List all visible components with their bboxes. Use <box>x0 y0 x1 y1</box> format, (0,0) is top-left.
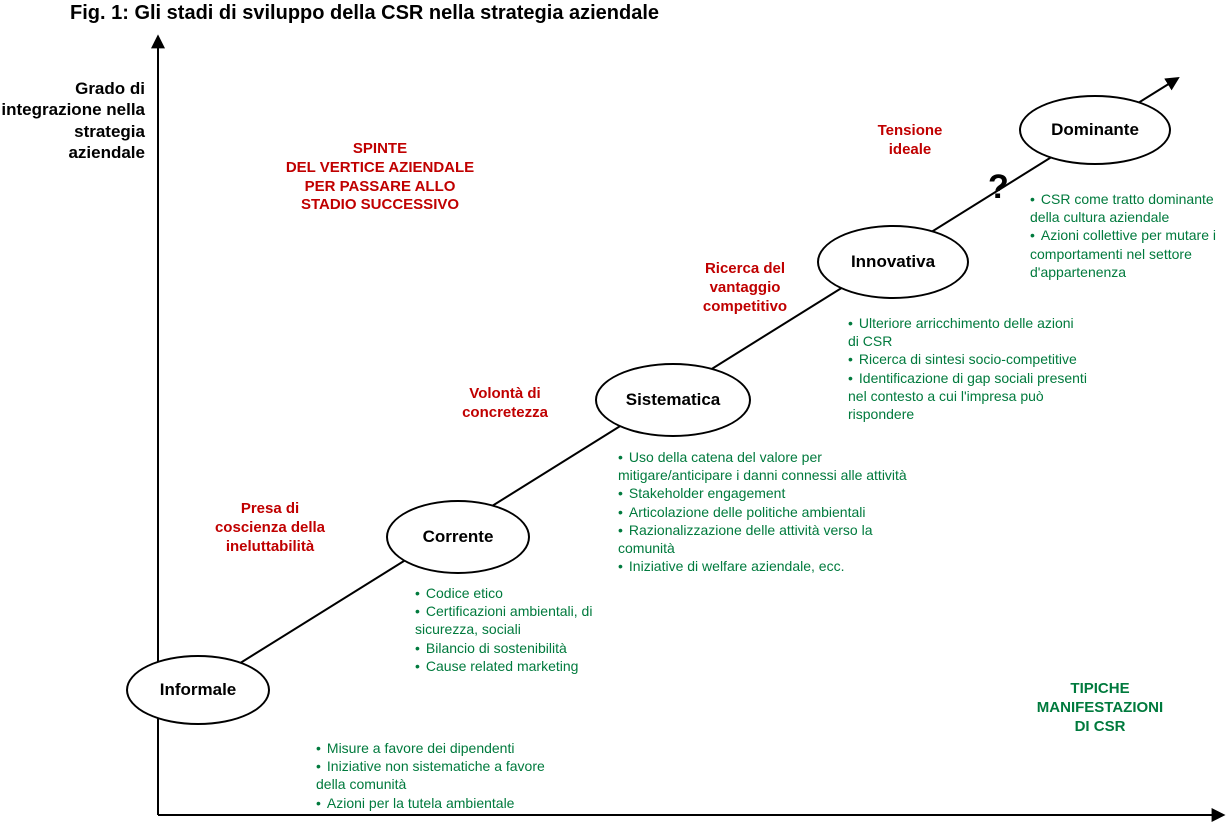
red-presa: Presa di coscienza della ineluttabilità <box>195 500 345 556</box>
red-ricerca: Ricerca del vantaggio competitivo <box>685 260 805 316</box>
bullet-item: Certificazioni ambientali, di sicurezza,… <box>415 602 635 638</box>
green-header-line: TIPICHE <box>1070 680 1129 697</box>
stage-label: Sistematica <box>626 390 721 410</box>
red-line: ideale <box>889 141 932 158</box>
stage-corrente: Corrente <box>386 500 530 574</box>
bullet-item: CSR come tratto dominante della cultura … <box>1030 190 1230 226</box>
figure-title: Fig. 1: Gli stadi di sviluppo della CSR … <box>70 2 659 25</box>
y-axis-label: Grado di integrazione nella strategia az… <box>0 78 145 163</box>
red-line: Ricerca del <box>705 260 785 277</box>
red-line: Tensione <box>878 122 943 139</box>
bullet-item: Iniziative non sistematiche a favore del… <box>316 757 556 793</box>
stage-label: Innovativa <box>851 252 935 272</box>
red-header-line: STADIO SUCCESSIVO <box>301 196 459 213</box>
bullet-item: Codice etico <box>415 584 635 602</box>
question-mark: ? <box>988 168 1009 207</box>
red-line: competitivo <box>703 298 787 315</box>
red-header-line: DEL VERTICE AZIENDALE <box>286 159 474 176</box>
bullet-item: Articolazione delle politiche ambientali <box>618 503 918 521</box>
stage-label: Dominante <box>1051 120 1139 140</box>
bullets-corrente: Codice etico Certificazioni ambientali, … <box>415 584 635 675</box>
bullet-item: Stakeholder engagement <box>618 484 918 502</box>
bullet-item: Identificazione di gap sociali presenti … <box>848 369 1088 424</box>
bullet-item: Uso della catena del valore per mitigare… <box>618 448 918 484</box>
red-line: coscienza della <box>215 519 325 536</box>
green-header-line: DI CSR <box>1075 718 1126 735</box>
bullet-item: Azioni per la tutela ambientale <box>316 794 556 812</box>
bullet-item: Azioni collettive per mutare i comportam… <box>1030 226 1230 281</box>
red-line: vantaggio <box>710 279 781 296</box>
bullets-innovativa: Ulteriore arricchimento delle azioni di … <box>848 314 1088 423</box>
stage-sistematica: Sistematica <box>595 363 751 437</box>
bullet-item: Ricerca di sintesi socio-competitive <box>848 350 1088 368</box>
bullet-item: Ulteriore arricchimento delle azioni di … <box>848 314 1088 350</box>
red-header: SPINTE DEL VERTICE AZIENDALE PER PASSARE… <box>250 140 510 215</box>
stage-innovativa: Innovativa <box>817 225 969 299</box>
red-line: ineluttabilità <box>226 538 314 555</box>
red-line: concretezza <box>462 404 548 421</box>
bullet-item: Cause related marketing <box>415 657 635 675</box>
green-header: TIPICHE MANIFESTAZIONI DI CSR <box>1010 680 1190 736</box>
bullet-item: Bilancio di sostenibilità <box>415 639 635 657</box>
bullet-item: Iniziative di welfare aziendale, ecc. <box>618 557 918 575</box>
red-header-line: SPINTE <box>353 140 407 157</box>
bullets-informale: Misure a favore dei dipendenti Iniziativ… <box>316 739 556 812</box>
stage-dominante: Dominante <box>1019 95 1171 165</box>
red-line: Volontà di <box>469 385 540 402</box>
bullets-dominante: CSR come tratto dominante della cultura … <box>1030 190 1230 281</box>
bullet-item: Razionalizzazione delle attività verso l… <box>618 521 918 557</box>
bullet-item: Misure a favore dei dipendenti <box>316 739 556 757</box>
red-line: Presa di <box>241 500 299 517</box>
stage-label: Corrente <box>423 527 494 547</box>
green-header-line: MANIFESTAZIONI <box>1037 699 1163 716</box>
red-header-line: PER PASSARE ALLO <box>305 178 456 195</box>
red-tensione: Tensione ideale <box>855 122 965 160</box>
bullets-sistematica: Uso della catena del valore per mitigare… <box>618 448 918 575</box>
red-volonta: Volontà di concretezza <box>445 385 565 423</box>
stage-informale: Informale <box>126 655 270 725</box>
stage-label: Informale <box>160 680 237 700</box>
